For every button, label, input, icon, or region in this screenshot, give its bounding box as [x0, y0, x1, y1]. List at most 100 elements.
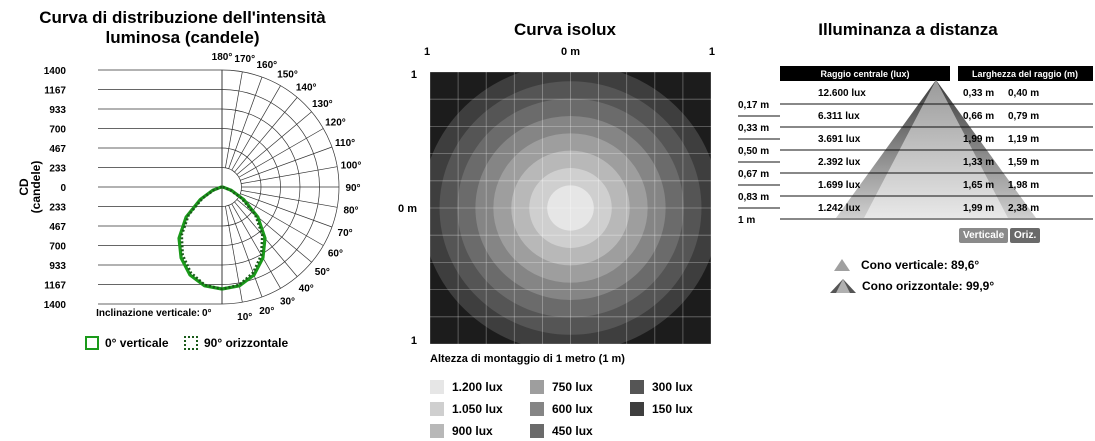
- isolux-legend-label: 150 lux: [652, 402, 693, 416]
- polar-radial-tick: 1400: [44, 300, 67, 311]
- angle-label-upper: 150°: [277, 70, 298, 81]
- polar-y-axis-label: CD: [17, 178, 31, 196]
- isolux-left-label: 1: [411, 335, 417, 347]
- isolux-legend-item: 450 lux: [530, 424, 593, 438]
- polar-spoke: [236, 199, 312, 263]
- distance-label: 0,17 m: [738, 100, 769, 111]
- isolux-top-label: 1: [424, 46, 430, 58]
- row-lux: 3.691 lux: [818, 134, 861, 145]
- isolux-legend-label: 450 lux: [552, 424, 593, 438]
- legend-horizontal-label: 90° orizzontale: [204, 336, 289, 350]
- vertical-button[interactable]: Verticale: [959, 228, 1009, 243]
- isolux-legend-item: 300 lux: [630, 380, 693, 394]
- row-horizontal-width: 1,59 m: [1008, 157, 1039, 168]
- isolux-contour: [547, 185, 594, 231]
- isolux-legend-swatch: [530, 380, 544, 394]
- polar-chart-title: Curva di distribuzione dell'intensità lu…: [39, 8, 326, 47]
- angle-label-upper: 130°: [312, 99, 333, 110]
- angle-label-upper: 180°: [212, 52, 233, 63]
- polar-chart: CD (candele) 1400 1167 933 700 467 233 0 233 467…: [17, 52, 362, 323]
- polar-spoke: [241, 190, 338, 208]
- polar-radial-tick: 233: [49, 203, 66, 214]
- row-vertical-width: 1,65 m: [963, 180, 994, 191]
- row-horizontal-width: 2,38 m: [1008, 203, 1039, 214]
- isolux-legend-swatch: [530, 402, 544, 416]
- header-bar-width: [958, 66, 1093, 81]
- isolux-legend-swatch: [530, 424, 544, 438]
- cone-horizontal-label: Cono orizzontale: 99,9°: [862, 279, 995, 293]
- angle-label-upper: 140°: [296, 83, 317, 94]
- isolux-contours: [430, 72, 711, 344]
- cone-vertical-icon: [834, 259, 850, 271]
- isolux-left-label: 1: [411, 69, 417, 81]
- polar-x-label: Inclinazione verticale:: [96, 308, 200, 319]
- polar-radial-tick: 933: [49, 261, 66, 272]
- isolux-legend-item: 900 lux: [430, 424, 493, 438]
- angle-label-lower: 70°: [338, 228, 353, 239]
- header-width: Larghezza del raggio (m): [972, 69, 1078, 79]
- distance-label: 0,33 m: [738, 123, 769, 134]
- angle-label-lower: 40°: [299, 283, 314, 294]
- polar-spoke: [238, 196, 324, 246]
- polar-radial-tick: 0: [60, 183, 66, 194]
- row-vertical-width: 1,99 m: [963, 134, 994, 145]
- row-lux: 1.242 lux: [818, 203, 861, 214]
- row-lux: 12.600 lux: [818, 88, 866, 99]
- row-lux: 2.392 lux: [818, 157, 861, 168]
- polar-chart-panel: Curva di distribuzione dell'intensità lu…: [0, 0, 370, 441]
- isolux-legend-item: 750 lux: [530, 380, 593, 394]
- row-lux: 1.699 lux: [818, 180, 861, 191]
- isolux-legend-swatch: [430, 380, 444, 394]
- polar-radial-tick: 467: [49, 144, 66, 155]
- isolux-top-label: 1: [709, 46, 715, 58]
- polar-ring: [221, 167, 242, 207]
- angle-label-upper: 90°: [345, 183, 360, 194]
- isolux-legend-item: 1.050 lux: [430, 402, 503, 416]
- polar-radial-tick: 700: [49, 125, 66, 136]
- polar-spoke: [240, 193, 333, 228]
- distance-chart: Raggio centrale (lux) Larghezza del raggi…: [738, 66, 1093, 226]
- isolux-legend-label: 600 lux: [552, 402, 593, 416]
- angle-label-zero: 0°: [202, 308, 212, 319]
- row-horizontal-width: 1,98 m: [1008, 180, 1039, 191]
- polar-spoke: [228, 205, 263, 298]
- header-bar-lux: [780, 66, 950, 81]
- isolux-legend-label: 1.200 lux: [452, 380, 503, 394]
- row-horizontal-width: 0,40 m: [1008, 88, 1039, 99]
- isolux-legend-label: 300 lux: [652, 380, 693, 394]
- isolux-legend-item: 1.200 lux: [430, 380, 503, 394]
- polar-radial-tick: 233: [49, 164, 66, 175]
- isolux-legend-swatch: [630, 402, 644, 416]
- polar-spoke: [240, 146, 333, 181]
- polar-radial-tick: 700: [49, 242, 66, 253]
- isolux-legend-label: 750 lux: [552, 380, 593, 394]
- row-vertical-width: 0,66 m: [963, 111, 994, 122]
- polar-radial-tick: 933: [49, 105, 66, 116]
- row-vertical-width: 1,99 m: [963, 203, 994, 214]
- angle-label-lower: 60°: [328, 249, 343, 260]
- isolux-legend-swatch: [430, 402, 444, 416]
- angle-label-lower: 50°: [315, 267, 330, 278]
- horizontal-button[interactable]: Oriz.: [1010, 228, 1041, 243]
- angle-label-upper: 100°: [341, 160, 362, 171]
- row-vertical-width: 1,33 m: [963, 157, 994, 168]
- distance-chart-title: Illuminanza a distanza: [818, 20, 998, 39]
- polar-legend-horizontal: 90° orizzontale: [184, 336, 288, 350]
- cone-vertical-shape: [864, 80, 1008, 218]
- polar-spoke: [238, 128, 324, 178]
- isolux-xlabel: Altezza di montaggio di 1 metro (1 m): [430, 353, 625, 365]
- angle-label-upper: 170°: [234, 54, 255, 65]
- isolux-legend-item: 600 lux: [530, 402, 593, 416]
- angle-label-upper: 120°: [325, 118, 346, 129]
- polar-spoke: [241, 166, 338, 184]
- angle-label-upper: 110°: [335, 138, 355, 149]
- distance-label: 0,67 m: [738, 169, 769, 180]
- distance-label: 1 m: [738, 215, 755, 226]
- cone-vertical: Cono verticale: 89,6°: [833, 258, 979, 272]
- angle-label-lower: 80°: [343, 206, 358, 217]
- distance-label: 0,50 m: [738, 146, 769, 157]
- distance-label: 0,83 m: [738, 192, 769, 203]
- cone-horizontal: Cono orizzontale: 99,9°: [828, 278, 994, 294]
